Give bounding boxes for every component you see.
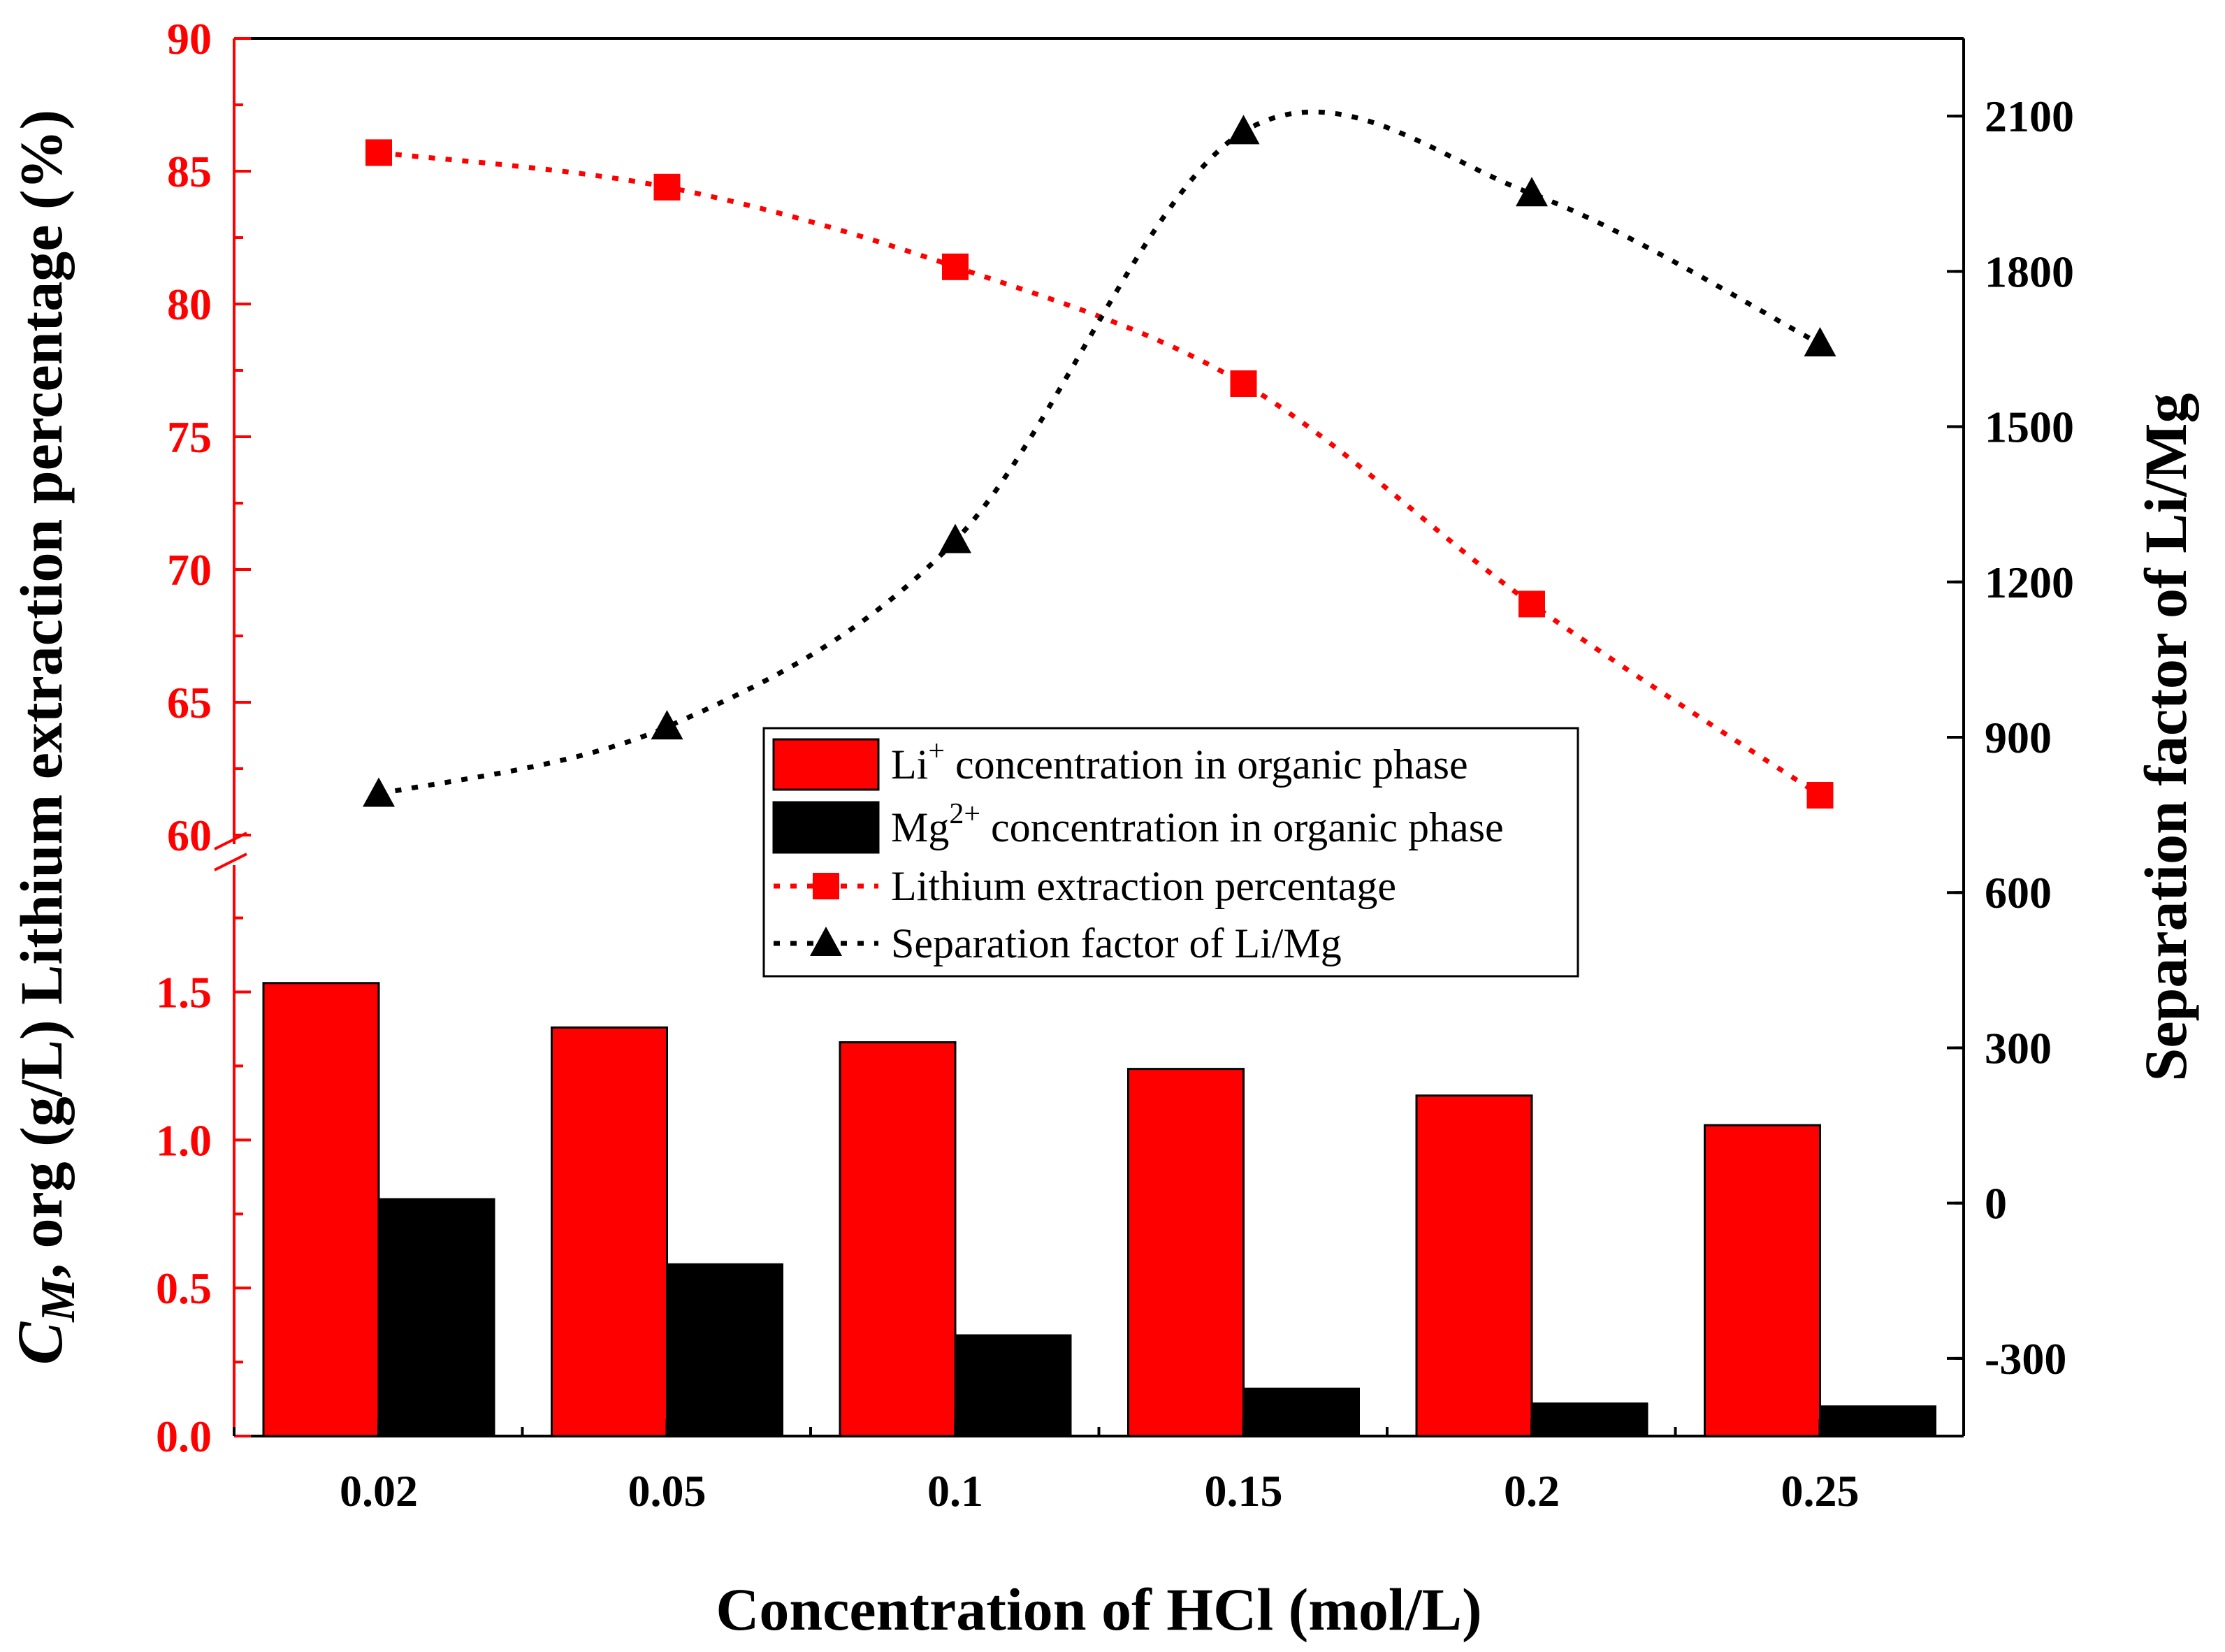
separation-point xyxy=(363,777,395,807)
y-left-top-tick-label: 90 xyxy=(167,14,212,64)
bar-mg-concentration xyxy=(1530,1402,1648,1437)
y-axis-right-title: Separation factor of Li/Mg xyxy=(2132,393,2199,1082)
legend-triangle-marker xyxy=(810,927,842,956)
legend-swatch-mg xyxy=(772,801,880,854)
extraction-point xyxy=(942,253,969,280)
bar-mg-concentration xyxy=(1819,1405,1936,1437)
x-axis-title: Concentration of HCl (mol/L) xyxy=(716,1576,1481,1643)
x-tick-label: 0.25 xyxy=(1781,1466,1860,1516)
y-right-tick-label: -300 xyxy=(1985,1334,2066,1384)
axis-break-mark xyxy=(214,853,247,871)
x-tick-label: 0.1 xyxy=(927,1466,983,1516)
legend-swatch-li xyxy=(772,738,880,791)
y-right-tick-label: 300 xyxy=(1985,1023,2052,1073)
y-right-tick-label: 600 xyxy=(1985,868,2052,918)
separation-point xyxy=(1516,177,1548,207)
bar-li-concentration xyxy=(1415,1094,1533,1437)
y-left-bottom-tick-label: 1.0 xyxy=(156,1115,212,1165)
x-tick-label: 0.05 xyxy=(628,1466,706,1516)
x-tick-label: 0.15 xyxy=(1205,1466,1283,1516)
bar-mg-concentration xyxy=(377,1198,495,1437)
series-line-extraction xyxy=(378,150,1822,797)
extraction-point xyxy=(1230,370,1257,397)
bar-li-concentration xyxy=(1127,1068,1245,1437)
legend-label: Separation factor of Li/Mg xyxy=(891,920,1342,966)
bar-mg-concentration xyxy=(1242,1387,1360,1437)
axis-layer: 60 65 70 75 80 85 90 0.0 0.5 1.0 1.5 -300 0 300 600 900… xyxy=(156,14,2074,1516)
y-left-top-tick-label: 75 xyxy=(167,412,212,462)
m-subscript: M xyxy=(31,1277,85,1323)
bar-mg-concentration xyxy=(666,1263,783,1437)
y-left-top-tick-label: 70 xyxy=(167,545,212,595)
y-axis-left-title: CM, org (g/L) Lithium extraction percent… xyxy=(4,110,85,1365)
bar-layer xyxy=(262,982,1936,1437)
legend-label: Mg2+ concentration in organic phase xyxy=(891,798,1504,850)
line-layer xyxy=(363,109,1836,809)
separation-point xyxy=(1804,327,1836,357)
bar-li-concentration xyxy=(839,1041,957,1437)
y-right-tick-label: 1200 xyxy=(1985,558,2074,607)
legend-square-marker xyxy=(813,873,839,899)
y-left-top-tick-label: 85 xyxy=(167,147,212,196)
extraction-point xyxy=(653,173,681,201)
x-tick-label: 0.2 xyxy=(1504,1466,1560,1516)
y-left-bottom-tick-label: 0.0 xyxy=(156,1412,212,1461)
bar-mg-concentration xyxy=(954,1334,1072,1437)
legend: Li+ concentration in organic phase Mg2+ c… xyxy=(762,727,1579,978)
y-left-top-tick-label: 60 xyxy=(167,811,212,860)
y-left-top-tick-label: 65 xyxy=(167,678,212,727)
y-left-bottom-tick-label: 1.5 xyxy=(156,967,212,1017)
legend-label: Lithium extraction percentage xyxy=(891,863,1396,909)
separation-point xyxy=(651,710,683,740)
separation-point xyxy=(939,523,971,553)
separation-point xyxy=(1227,115,1260,145)
bar-li-concentration xyxy=(262,982,380,1437)
c-symbol: C xyxy=(4,1321,75,1365)
top-ylabel: Lithium extraction percentage (%) xyxy=(8,110,75,1005)
series-line-separation xyxy=(378,109,1822,797)
y-right-tick-label: 2100 xyxy=(1985,92,2074,141)
extraction-point xyxy=(1806,782,1834,809)
y-right-tick-label: 1800 xyxy=(1985,247,2074,296)
bar-li-concentration xyxy=(551,1026,668,1437)
y-left-top-tick-label: 80 xyxy=(167,280,212,329)
legend-box xyxy=(762,727,1579,978)
y-left-bottom-tick-label: 0.5 xyxy=(156,1263,212,1313)
y-right-tick-label: 900 xyxy=(1985,713,2052,762)
extraction-point xyxy=(1519,590,1545,618)
x-tick-label: 0.02 xyxy=(340,1466,418,1516)
bottom-ylabel-rest: , org (g/L) xyxy=(8,1005,75,1279)
extraction-point xyxy=(365,139,392,166)
y-right-tick-label: 1500 xyxy=(1985,403,2074,452)
legend-label: Li+ concentration in organic phase xyxy=(891,735,1468,788)
bar-li-concentration xyxy=(1704,1124,1821,1437)
y-right-tick-label: 0 xyxy=(1985,1179,2007,1229)
